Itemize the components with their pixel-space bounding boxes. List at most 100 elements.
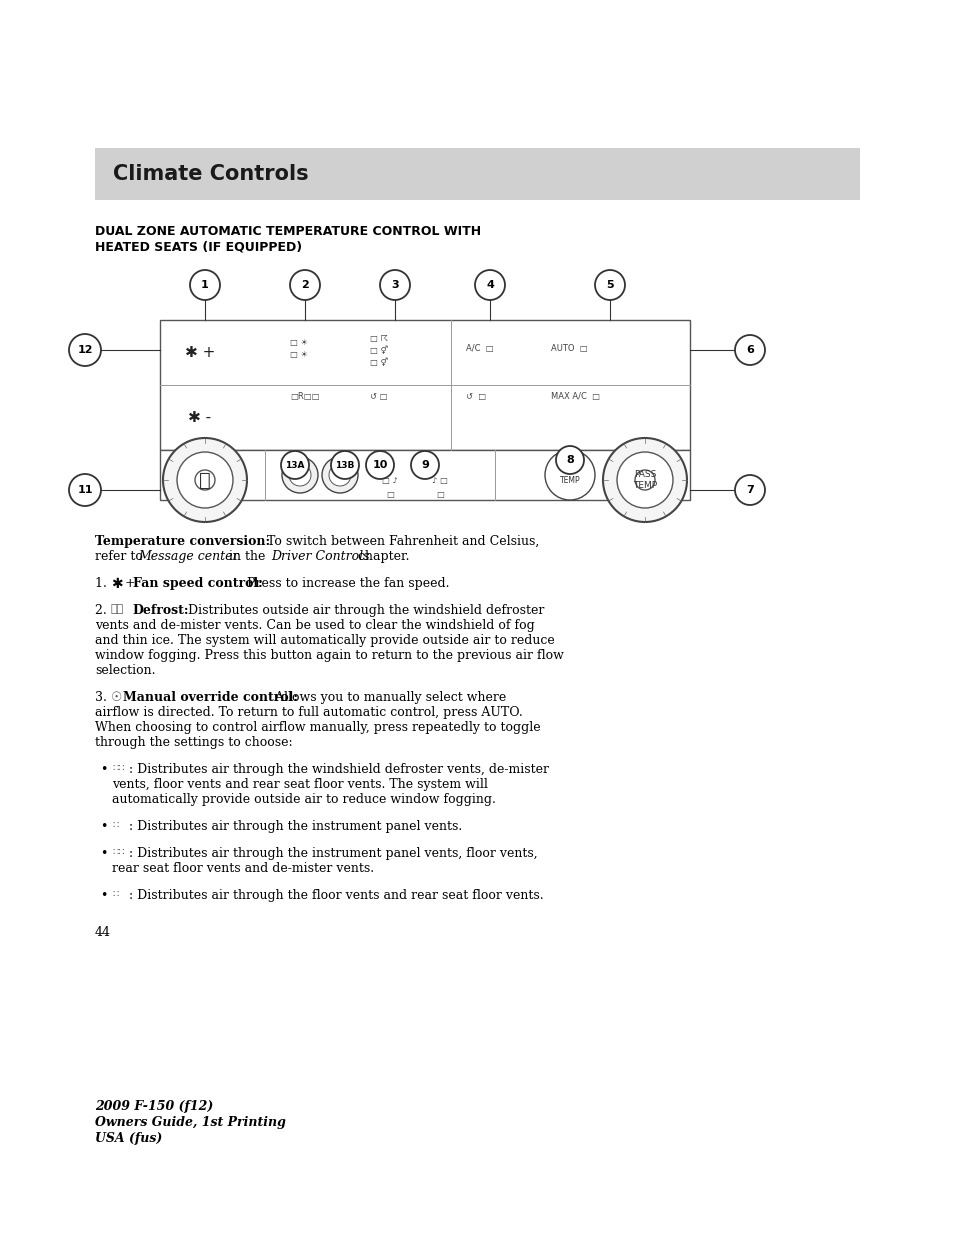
- Text: ⓘⓓ: ⓘⓓ: [111, 604, 124, 614]
- Text: : Distributes air through the windshield defroster vents, de-mister: : Distributes air through the windshield…: [125, 763, 548, 776]
- Text: ✱: ✱: [111, 577, 123, 592]
- Circle shape: [556, 446, 583, 474]
- Text: airflow is directed. To return to full automatic control, press AUTO.: airflow is directed. To return to full a…: [95, 706, 522, 719]
- Text: •: •: [100, 763, 108, 776]
- Text: 2009 F-150 (f12): 2009 F-150 (f12): [95, 1100, 213, 1113]
- Text: □ ⚥: □ ⚥: [370, 346, 388, 354]
- Text: To switch between Fahrenheit and Celsius,: To switch between Fahrenheit and Celsius…: [263, 535, 538, 548]
- Text: 2.: 2.: [95, 604, 111, 618]
- Text: : Distributes air through the instrument panel vents.: : Distributes air through the instrument…: [125, 820, 462, 832]
- Text: through the settings to choose:: through the settings to choose:: [95, 736, 293, 748]
- Circle shape: [177, 452, 233, 508]
- Text: Temperature conversion:: Temperature conversion:: [95, 535, 270, 548]
- Text: 5: 5: [605, 280, 613, 290]
- Text: chapter.: chapter.: [354, 550, 409, 563]
- FancyBboxPatch shape: [160, 320, 689, 450]
- Circle shape: [281, 451, 309, 479]
- Text: 12: 12: [77, 345, 92, 354]
- Circle shape: [290, 270, 319, 300]
- Circle shape: [194, 471, 214, 490]
- Text: window fogging. Press this button again to return to the previous air flow: window fogging. Press this button again …: [95, 650, 563, 662]
- Text: 2: 2: [301, 280, 309, 290]
- Text: : Distributes air through the floor vents and rear seat floor vents.: : Distributes air through the floor vent…: [125, 889, 543, 902]
- Text: ⏻: ⏻: [199, 471, 211, 489]
- Circle shape: [69, 474, 101, 506]
- Circle shape: [602, 438, 686, 522]
- Text: MAX A/C  □: MAX A/C □: [551, 393, 599, 401]
- Circle shape: [282, 457, 317, 493]
- Text: •: •: [100, 847, 108, 860]
- Circle shape: [329, 464, 351, 487]
- Text: •: •: [100, 820, 108, 832]
- Text: PASS
TEMP: PASS TEMP: [559, 464, 579, 485]
- Text: ♪ □: ♪ □: [432, 475, 448, 484]
- Circle shape: [411, 451, 438, 479]
- Text: vents and de-mister vents. Can be used to clear the windshield of fog: vents and de-mister vents. Can be used t…: [95, 619, 535, 632]
- Circle shape: [595, 270, 624, 300]
- Text: ∷∷: ∷∷: [112, 847, 125, 857]
- Text: DUAL ZONE AUTOMATIC TEMPERATURE CONTROL WITH: DUAL ZONE AUTOMATIC TEMPERATURE CONTROL …: [95, 225, 480, 238]
- Text: 4: 4: [485, 280, 494, 290]
- Text: Press to increase the fan speed.: Press to increase the fan speed.: [243, 577, 449, 590]
- Text: 1: 1: [201, 280, 209, 290]
- Text: automatically provide outside air to reduce window fogging.: automatically provide outside air to red…: [112, 793, 496, 806]
- Text: □: □: [436, 490, 443, 499]
- Text: 3: 3: [391, 280, 398, 290]
- Text: 7: 7: [745, 485, 753, 495]
- Text: vents, floor vents and rear seat floor vents. The system will: vents, floor vents and rear seat floor v…: [112, 778, 487, 790]
- Text: Driver Controls: Driver Controls: [271, 550, 369, 563]
- Text: ∷: ∷: [112, 820, 118, 830]
- Text: □ ☈: □ ☈: [370, 333, 388, 342]
- Text: □ ⚥: □ ⚥: [370, 357, 388, 367]
- Text: 1.: 1.: [95, 577, 111, 590]
- Text: □ ♪: □ ♪: [381, 475, 397, 484]
- Text: A/C  □: A/C □: [466, 343, 494, 352]
- Text: ∷: ∷: [112, 889, 118, 899]
- Text: 9: 9: [420, 459, 429, 471]
- Text: and thin ice. The system will automatically provide outside air to reduce: and thin ice. The system will automatica…: [95, 634, 554, 647]
- Text: 13A: 13A: [285, 461, 304, 469]
- FancyBboxPatch shape: [160, 450, 689, 500]
- Text: Distributes outside air through the windshield defroster: Distributes outside air through the wind…: [184, 604, 544, 618]
- Circle shape: [331, 451, 358, 479]
- Text: □ ☀: □ ☀: [290, 351, 308, 359]
- Text: 11: 11: [77, 485, 92, 495]
- Text: 3.: 3.: [95, 692, 111, 704]
- Text: ✱ -: ✱ -: [189, 410, 212, 425]
- Text: Climate Controls: Climate Controls: [112, 164, 309, 184]
- Text: •: •: [100, 889, 108, 902]
- Circle shape: [322, 457, 357, 493]
- Circle shape: [617, 452, 672, 508]
- Circle shape: [475, 270, 504, 300]
- Text: 13B: 13B: [335, 461, 355, 469]
- Text: USA (fus): USA (fus): [95, 1132, 162, 1145]
- Text: 44: 44: [95, 926, 111, 940]
- Text: Allows you to manually select where: Allows you to manually select where: [271, 692, 506, 704]
- Text: Fan speed control:: Fan speed control:: [132, 577, 262, 590]
- Text: When choosing to control airflow manually, press repeatedly to toggle: When choosing to control airflow manuall…: [95, 721, 540, 734]
- Text: □ ☀: □ ☀: [290, 337, 308, 347]
- Text: 6: 6: [745, 345, 753, 354]
- Text: ∷∷: ∷∷: [112, 763, 125, 773]
- Text: in the: in the: [225, 550, 269, 563]
- Text: 8: 8: [565, 454, 574, 466]
- Text: refer to: refer to: [95, 550, 147, 563]
- Text: +: +: [121, 577, 139, 590]
- Text: Defrost:: Defrost:: [132, 604, 189, 618]
- Circle shape: [734, 335, 764, 366]
- Circle shape: [544, 450, 595, 500]
- Text: AUTO  □: AUTO □: [551, 343, 587, 352]
- Circle shape: [190, 270, 220, 300]
- Circle shape: [69, 333, 101, 366]
- FancyBboxPatch shape: [95, 148, 859, 200]
- Text: rear seat floor vents and de-mister vents.: rear seat floor vents and de-mister vent…: [112, 862, 374, 876]
- Text: Message center: Message center: [138, 550, 238, 563]
- Text: PASS
TEMP: PASS TEMP: [632, 469, 657, 490]
- Circle shape: [289, 464, 311, 487]
- Text: 10: 10: [372, 459, 387, 471]
- Text: □: □: [386, 490, 394, 499]
- Text: Owners Guide, 1st Printing: Owners Guide, 1st Printing: [95, 1116, 286, 1129]
- Text: Manual override control:: Manual override control:: [123, 692, 297, 704]
- Text: ✱ +: ✱ +: [185, 345, 215, 359]
- Circle shape: [734, 475, 764, 505]
